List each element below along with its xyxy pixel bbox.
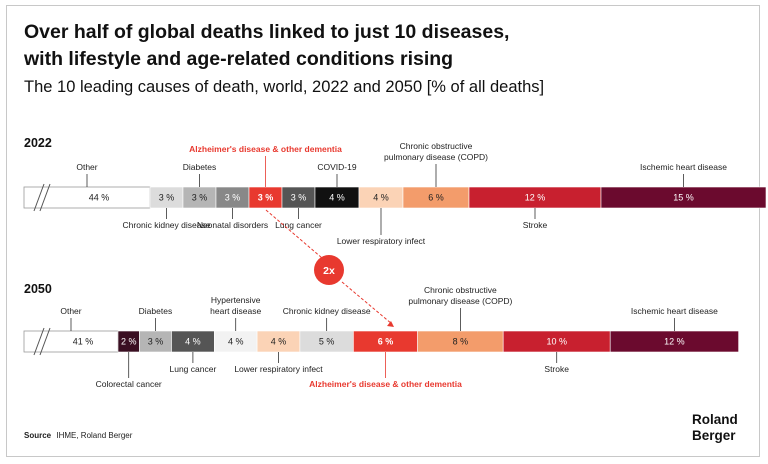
comparison-arrow: 2x bbox=[265, 209, 394, 327]
category-label-2050-colorectal-cancer: Colorectal cancer bbox=[96, 379, 162, 389]
category-label-2022-diabetes: Diabetes bbox=[183, 162, 217, 172]
chart-title-line2: with lifestyle and age-related condition… bbox=[23, 48, 453, 70]
axis-break-icon bbox=[33, 327, 45, 356]
value-label-2022-covid-19: 4 % bbox=[329, 193, 345, 203]
chart-subtitle: The 10 leading causes of death, world, 2… bbox=[24, 78, 544, 96]
growth-badge bbox=[314, 255, 344, 285]
value-label-2022-alzheimer-s-disease-other-dementia: 3 % bbox=[258, 193, 274, 203]
category-label-2050-chronic-obstructive-pulmonary-disease-copd: pulmonary disease (COPD) bbox=[408, 296, 512, 306]
value-label-2050-chronic-obstructive-pulmonary-disease-copd: 8 % bbox=[453, 337, 469, 347]
category-label-2022-ischemic-heart-disease: Ischemic heart disease bbox=[640, 162, 727, 172]
category-label-2050-lower-respiratory-infect: Lower respiratory infect bbox=[234, 364, 323, 374]
arrow-line-top bbox=[265, 209, 323, 259]
bar-2050-other bbox=[23, 330, 119, 353]
category-label-2050-lung-cancer: Lung cancer bbox=[170, 364, 217, 374]
value-label-2050-chronic-kidney-disease: 5 % bbox=[319, 337, 335, 347]
category-label-2022-lower-respiratory-infect: Lower respiratory infect bbox=[337, 236, 426, 246]
source-label: Source bbox=[24, 431, 52, 440]
category-label-2022-covid-19: COVID-19 bbox=[317, 162, 356, 172]
value-label-2050-other: 41 % bbox=[73, 337, 94, 347]
value-label-2050-diabetes: 3 % bbox=[148, 337, 164, 347]
axis-break-icon bbox=[39, 327, 51, 356]
category-label-2050-alzheimer-s-disease-other-dementia: Alzheimer's disease & other dementia bbox=[309, 379, 462, 389]
value-label-2022-diabetes: 3 % bbox=[192, 193, 208, 203]
arrow-line-bottom bbox=[341, 281, 393, 325]
category-label-2050-chronic-kidney-disease: Chronic kidney disease bbox=[283, 306, 371, 316]
category-label-2050-stroke: Stroke bbox=[544, 364, 569, 374]
arrow-head-icon bbox=[387, 321, 394, 327]
logo-line1: Roland bbox=[692, 412, 738, 427]
value-label-2022-lung-cancer: 3 % bbox=[291, 193, 307, 203]
year-label-2022: 2022 bbox=[24, 136, 52, 150]
growth-badge-text: 2x bbox=[323, 265, 335, 277]
category-label-2022-chronic-obstructive-pulmonary-disease-copd: Chronic obstructive bbox=[400, 141, 473, 151]
value-label-2050-lower-respiratory-infect: 4 % bbox=[271, 337, 287, 347]
source-text: IHME, Roland Berger bbox=[56, 431, 132, 440]
value-label-2022-stroke: 12 % bbox=[525, 193, 546, 203]
category-label-2022-stroke: Stroke bbox=[523, 220, 548, 230]
category-label-2050-ischemic-heart-disease: Ischemic heart disease bbox=[631, 306, 718, 316]
category-label-2050-chronic-obstructive-pulmonary-disease-copd: Chronic obstructive bbox=[424, 285, 497, 295]
category-label-2050-hypertensive-heart-disease: Hypertensive bbox=[211, 295, 261, 305]
value-label-2050-alzheimer-s-disease-other-dementia: 6 % bbox=[378, 337, 394, 347]
stacked-bars: 44 % 3 % 3 % 3 % 3 % 3 % 4 % 4 % 6 % 12 % 15 % 41 %… bbox=[23, 183, 767, 356]
category-label-2022-neonatal-disorders: Neonatal disorders bbox=[197, 220, 268, 230]
value-label-2050-stroke: 10 % bbox=[546, 337, 567, 347]
category-label-2022-lung-cancer: Lung cancer bbox=[275, 220, 322, 230]
value-label-2022-chronic-obstructive-pulmonary-disease-copd: 6 % bbox=[428, 193, 444, 203]
source-note: Source IHME, Roland Berger bbox=[24, 431, 133, 440]
value-label-2050-colorectal-cancer: 2 % bbox=[121, 337, 137, 347]
chart-title-line1: Over half of global deaths linked to jus… bbox=[24, 21, 509, 43]
category-label-2022-alzheimer-s-disease-other-dementia: Alzheimer's disease & other dementia bbox=[189, 144, 342, 154]
value-label-2050-ischemic-heart-disease: 12 % bbox=[664, 337, 685, 347]
value-label-2050-hypertensive-heart-disease: 4 % bbox=[228, 337, 244, 347]
value-label-2050-lung-cancer: 4 % bbox=[185, 337, 201, 347]
category-label-2022-other: Other bbox=[76, 162, 97, 172]
category-label-2022-chronic-kidney-disease: Chronic kidney disease bbox=[123, 220, 211, 230]
category-label-2050-hypertensive-heart-disease: heart disease bbox=[210, 306, 261, 316]
value-label-2022-lower-respiratory-infect: 4 % bbox=[373, 193, 389, 203]
category-label-2022-chronic-obstructive-pulmonary-disease-copd: pulmonary disease (COPD) bbox=[384, 152, 488, 162]
chart-frame bbox=[6, 5, 760, 457]
logo-line2: Berger bbox=[692, 428, 736, 443]
year-label-2050: 2050 bbox=[24, 282, 52, 296]
category-label-2050-diabetes: Diabetes bbox=[139, 306, 173, 316]
bar-2022-other bbox=[23, 186, 151, 209]
axis-break-icon bbox=[33, 183, 45, 212]
value-label-2022-neonatal-disorders: 3 % bbox=[225, 193, 241, 203]
category-label-2050-other: Other bbox=[60, 306, 81, 316]
segment-labels: Other Chronic kidney disease Diabetes Neona… bbox=[60, 141, 727, 389]
axis-break-icon bbox=[39, 183, 51, 212]
value-label-2022-chronic-kidney-disease: 3 % bbox=[159, 193, 175, 203]
value-label-2022-other: 44 % bbox=[89, 193, 110, 203]
value-label-2022-ischemic-heart-disease: 15 % bbox=[673, 193, 694, 203]
